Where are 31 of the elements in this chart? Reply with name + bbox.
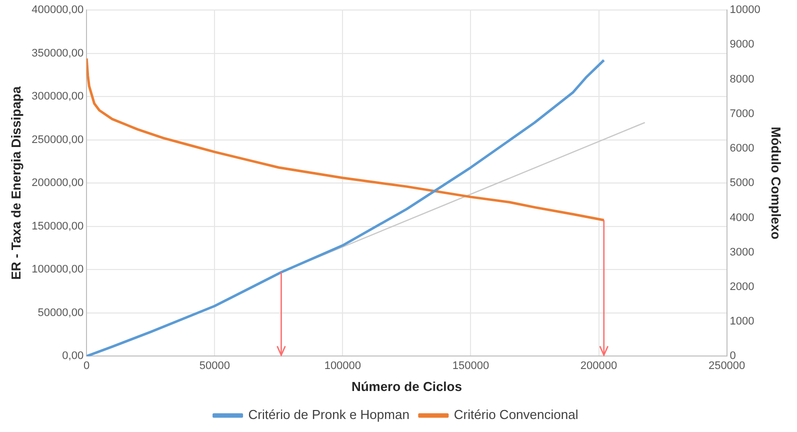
x-tick-label: 250000 bbox=[708, 360, 746, 372]
y2-tick-label: 3000 bbox=[730, 246, 754, 258]
legend-label: Critério de Pronk e Hopman bbox=[248, 407, 410, 422]
y2-tick-label: 1000 bbox=[730, 316, 754, 328]
y2-tick-label: 6000 bbox=[730, 142, 754, 155]
y2-tick-label: 2000 bbox=[730, 280, 754, 293]
y-tick-label: 250000,00 bbox=[32, 134, 84, 146]
y-tick-label: 150000,00 bbox=[32, 220, 84, 232]
y2-axis-title: Módulo Complexo bbox=[768, 126, 784, 240]
y-tick-label: 400000,00 bbox=[32, 4, 84, 16]
x-axis-title: Número de Ciclos bbox=[351, 378, 462, 394]
y2-tick-label: 8000 bbox=[730, 73, 754, 86]
y2-tick-label: 7000 bbox=[730, 108, 754, 120]
y2-tick-label: 4000 bbox=[730, 212, 754, 224]
y-tick-label: 0,00 bbox=[62, 350, 84, 362]
y-tick-label: 350000,00 bbox=[32, 47, 84, 60]
x-tick-label: 100000 bbox=[324, 360, 362, 372]
x-tick-label: 50000 bbox=[199, 360, 230, 372]
y-tick-label: 200000,00 bbox=[32, 177, 84, 190]
y-tick-label: 100000,00 bbox=[32, 264, 84, 276]
y-axis-title: ER - Taxa de Energia Dissipapa bbox=[8, 86, 24, 280]
x-tick-label: 0 bbox=[84, 360, 90, 372]
x-tick-label: 150000 bbox=[452, 360, 490, 372]
y2-tick-label: 10000 bbox=[730, 4, 760, 16]
y2-tick-label: 9000 bbox=[730, 38, 754, 51]
y-tick-label: 50000,00 bbox=[38, 306, 84, 319]
legend-label: Critério Convencional bbox=[454, 407, 578, 422]
y2-tick-label: 5000 bbox=[730, 177, 754, 190]
x-tick-label: 200000 bbox=[580, 360, 618, 372]
y-tick-label: 300000,00 bbox=[32, 90, 84, 103]
y2-tick-label: 0 bbox=[730, 350, 736, 362]
